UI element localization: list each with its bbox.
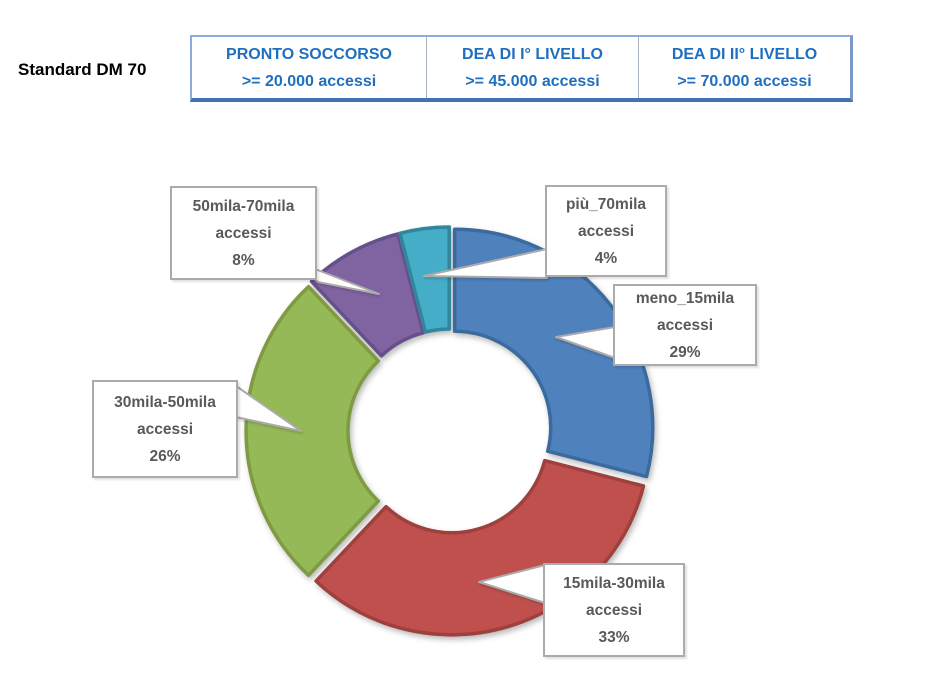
page-title: Standard DM 70 <box>18 60 147 79</box>
cell-value: >= 20.000 accessi <box>241 72 377 90</box>
callout-meno-15mila: meno_15mila accessi 29% <box>613 284 757 366</box>
donut-slice-50mila-70mila-accessi <box>309 232 425 358</box>
callout-unit: accessi <box>577 222 635 240</box>
callout-range: 30mila-50mila <box>114 393 216 411</box>
callout-piu-70mila: più_70mila accessi 4% <box>545 185 667 277</box>
table-cell-dea-ii-livello: DEA DI II° LIVELLO >= 70.000 accessi <box>638 37 850 98</box>
cell-title: DEA DI II° LIVELLO <box>671 45 818 63</box>
cell-title: DEA DI I° LIVELLO <box>462 45 603 63</box>
cell-value: >= 45.000 accessi <box>465 72 600 90</box>
callout-pct: 26% <box>149 447 181 465</box>
cell-value: >= 70.000 accessi <box>677 72 812 90</box>
callout-pct: 29% <box>669 343 701 361</box>
cell-title: PRONTO SOCCORSO <box>226 45 392 63</box>
callout-50-70mila: 50mila-70mila accessi 8% <box>170 186 317 280</box>
table-cell-dea-i-livello: DEA DI I° LIVELLO >= 45.000 accessi <box>426 37 638 98</box>
table-cell-pronto-soccorso: PRONTO SOCCORSO >= 20.000 accessi <box>192 37 426 98</box>
donut-slice-30mila-50mila-accessi <box>244 284 381 578</box>
callout-pct: 4% <box>594 249 618 267</box>
donut-slice-più-70mila-accessi <box>398 225 451 334</box>
callout-unit: accessi <box>585 601 643 619</box>
callout-unit: accessi <box>215 224 272 242</box>
callout-range: 50mila-70mila <box>192 197 295 215</box>
callout-unit: accessi <box>136 420 194 438</box>
callout-range: più_70mila <box>565 195 647 213</box>
callout-pct: 8% <box>232 251 255 269</box>
callout-range: meno_15mila <box>635 289 735 307</box>
callout-range: 15mila-30mila <box>563 574 665 592</box>
callout-unit: accessi <box>656 316 714 334</box>
callout-30-50mila: 30mila-50mila accessi 26% <box>92 380 238 478</box>
callout-pct: 33% <box>598 628 630 646</box>
standards-table: PRONTO SOCCORSO >= 20.000 accessi DEA DI… <box>190 35 853 102</box>
callout-15-30mila: 15mila-30mila accessi 33% <box>543 563 685 657</box>
